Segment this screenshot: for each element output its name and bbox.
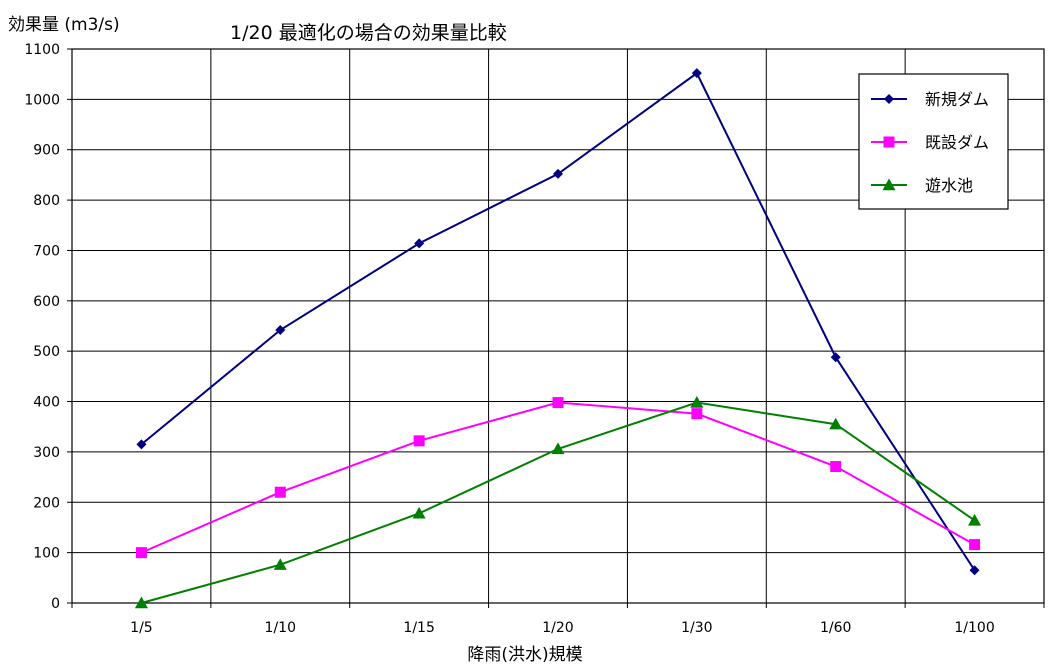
y-tick-label: 200 — [33, 495, 60, 511]
x-axis-label: 降雨(洪水)規模 — [467, 645, 583, 665]
y-axis-label: 効果量 (m3/s) — [8, 15, 120, 35]
x-tick-label: 1/15 — [403, 620, 434, 636]
y-tick-label: 700 — [33, 243, 60, 259]
x-tick-label: 1/30 — [681, 620, 712, 636]
data-point-1 — [414, 238, 425, 249]
data-point-1 — [136, 439, 147, 450]
data-point-2 — [552, 397, 564, 409]
y-tick-label: 600 — [33, 294, 60, 310]
data-point-3 — [412, 506, 426, 519]
data-point-3 — [690, 396, 704, 408]
data-point-3 — [551, 442, 565, 455]
x-tick-label: 1/60 — [820, 620, 851, 636]
data-point-1 — [275, 325, 286, 336]
x-tick-label: 1/100 — [954, 620, 994, 636]
data-point-1 — [553, 168, 563, 179]
x-tick-label: 1/20 — [542, 620, 573, 636]
data-point-3 — [134, 596, 148, 609]
plot-border — [71, 48, 1045, 604]
y-tick-label: 1100 — [24, 42, 60, 58]
x-tick-label: 1/10 — [265, 620, 296, 636]
data-point-1 — [691, 68, 702, 79]
y-tick-label: 800 — [33, 193, 60, 209]
y-tick-label: 400 — [33, 395, 60, 411]
x-tick-label: 1/5 — [130, 620, 153, 636]
data-point-3 — [968, 513, 982, 526]
y-tick-label: 1000 — [24, 92, 60, 108]
data-point-2 — [830, 461, 842, 473]
y-tick-label: 100 — [33, 546, 60, 562]
data-point-2 — [969, 539, 981, 551]
legend-marker — [882, 178, 896, 191]
data-point-3 — [273, 558, 287, 570]
data-point-2 — [691, 408, 703, 420]
data-point-1 — [830, 352, 841, 363]
legend-marker — [883, 136, 895, 148]
data-point-2 — [274, 486, 286, 498]
data-point-2 — [135, 547, 147, 559]
data-point-1 — [969, 565, 980, 576]
legend-label: 新規ダム — [925, 90, 989, 109]
legend-label: 既設ダム — [925, 133, 989, 152]
y-tick-label: 500 — [33, 344, 60, 360]
y-tick-label: 900 — [33, 143, 60, 159]
y-tick-label: 300 — [33, 445, 60, 461]
legend-label: 遊水池 — [925, 176, 973, 195]
data-point-2 — [413, 435, 425, 447]
chart-title: 1/20 最適化の場合の効果量比較 — [230, 22, 507, 44]
data-point-3 — [829, 417, 843, 430]
legend-marker — [884, 94, 894, 104]
y-tick-label: 0 — [51, 596, 60, 612]
